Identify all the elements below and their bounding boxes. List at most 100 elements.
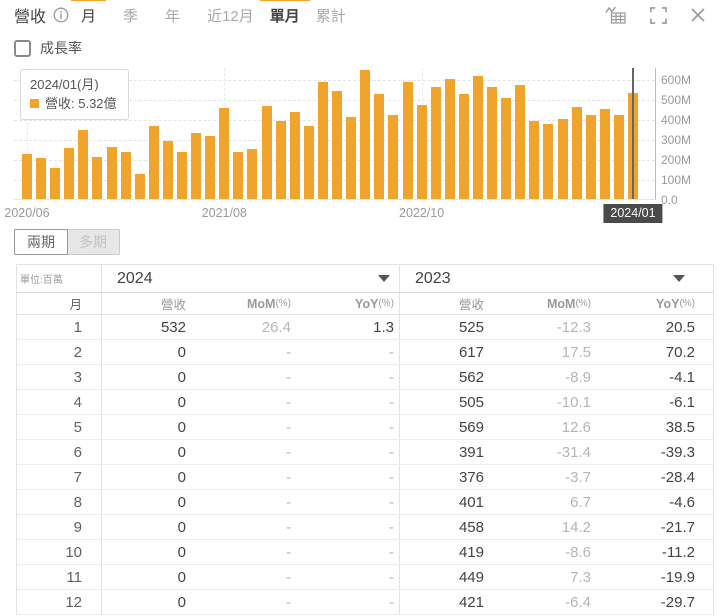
bar-2023/04[interactable] — [501, 98, 512, 199]
tooltip-value: 營收: 5.32億 — [45, 96, 117, 111]
growth-rate-row: 成長率 — [0, 37, 720, 59]
bar-2021/04[interactable] — [162, 140, 173, 199]
period-tabs: 月季 年 近12月 — [71, 0, 254, 26]
growth-rate-checkbox[interactable] — [14, 39, 31, 57]
cell-revenue: 0 — [101, 590, 191, 614]
bar-2023/12[interactable] — [613, 114, 624, 199]
y-tick-500M: 500M — [661, 93, 692, 107]
cell-mom: -31.4 — [556, 443, 591, 461]
bar-2023/05[interactable] — [515, 85, 526, 199]
cell-yoy: 38.5 — [665, 418, 695, 436]
crosshair-line — [631, 68, 634, 199]
bar-2022/09[interactable] — [402, 82, 413, 199]
bar-2020/06[interactable] — [22, 154, 32, 199]
bar-2021/01[interactable] — [120, 152, 131, 199]
tab-單月[interactable]: 單月 — [259, 0, 310, 26]
cell-revenue: 0 — [101, 440, 191, 464]
year-2023-label: 2023 — [415, 269, 451, 287]
bar-2022/05[interactable] — [346, 116, 357, 199]
chart-table-toggle-icon[interactable] — [605, 5, 627, 25]
tab-累計[interactable]: 累計 — [315, 7, 346, 25]
bar-2022/01[interactable] — [289, 111, 300, 199]
bar-2022/08[interactable] — [388, 115, 399, 199]
bar-2022/11[interactable] — [430, 87, 441, 199]
table-column-header: 月 營收 MoM (%) YoY (%) 營收 MoM (%) YoY (%) — [17, 293, 713, 315]
bar-2021/11[interactable] — [261, 105, 272, 199]
cell-month: 7 — [73, 468, 82, 486]
bar-2022/06[interactable] — [360, 70, 371, 199]
tab-季[interactable]: 季 — [123, 7, 139, 25]
cell-revenue: 525 — [399, 315, 487, 339]
bar-2020/07[interactable] — [36, 157, 47, 199]
table-row: 3 0- -562 -8.9 -4.1 — [17, 365, 713, 390]
bar-2021/12[interactable] — [275, 121, 286, 199]
bar-2021/09[interactable] — [233, 151, 244, 199]
tab-近12月[interactable]: 近12月 — [207, 7, 254, 25]
bar-2020/10[interactable] — [78, 130, 89, 199]
bar-2020/11[interactable] — [92, 156, 103, 199]
cell-month: 4 — [73, 393, 82, 411]
year-dropdown-2023[interactable]: 2023 — [399, 265, 715, 292]
cell-yoy: -21.7 — [660, 518, 695, 536]
chart-tooltip: 2024/01(月) 營收: 5.32億 — [20, 69, 129, 120]
revenue-chart: 600M 500M 400M 300M 200M 100M 0.0 2020/06 2021/… — [0, 63, 720, 224]
bar-2021/10[interactable] — [247, 149, 258, 199]
cell-revenue: 391 — [399, 440, 487, 464]
fullscreen-icon[interactable] — [650, 6, 667, 24]
tab-年[interactable]: 年 — [165, 7, 181, 25]
bar-2023/02[interactable] — [472, 75, 483, 199]
col-mom-2024: MoM (%) — [246, 296, 291, 311]
bar-2021/05[interactable] — [177, 151, 188, 199]
bar-2021/08[interactable] — [219, 108, 230, 199]
cell-mom: 17.5 — [561, 343, 591, 361]
period-compare-toggle: 兩期 多期 — [14, 229, 120, 255]
bar-2023/08[interactable] — [557, 118, 568, 199]
bar-2023/11[interactable] — [599, 109, 610, 199]
cell-revenue: 0 — [101, 390, 191, 414]
bar-2021/02[interactable] — [134, 174, 145, 199]
tab-月[interactable]: 月 — [71, 0, 107, 26]
bar-2022/07[interactable] — [374, 94, 385, 199]
bar-2021/03[interactable] — [148, 125, 159, 199]
cell-mom: - — [286, 368, 291, 386]
cell-yoy: -28.4 — [660, 468, 695, 486]
bar-2020/09[interactable] — [64, 148, 75, 199]
bar-2023/09[interactable] — [571, 107, 582, 199]
cell-revenue: 458 — [399, 515, 487, 539]
bar-2022/12[interactable] — [444, 79, 455, 199]
bar-2022/10[interactable] — [416, 104, 427, 199]
cell-revenue: 421 — [399, 590, 487, 614]
cell-revenue: 532 — [101, 315, 191, 339]
table-row: 9 0- -458 14.2 -21.7 — [17, 515, 713, 540]
bar-2023/01[interactable] — [458, 94, 469, 199]
bar-2022/04[interactable] — [332, 91, 343, 199]
toggle-two-period[interactable]: 兩期 — [14, 229, 68, 255]
bar-2020/12[interactable] — [106, 146, 117, 199]
bar-2023/06[interactable] — [529, 120, 540, 199]
tooltip-title: 2024/01(月) — [30, 77, 99, 92]
bar-2022/02[interactable] — [303, 126, 314, 199]
cell-mom: - — [286, 343, 291, 361]
bar-2023/07[interactable] — [543, 123, 554, 199]
cell-month: 3 — [73, 368, 82, 386]
close-icon[interactable] — [690, 7, 706, 23]
col-revenue-2024: 營收 — [101, 293, 191, 314]
mode-tabs: 單月 累計 — [259, 0, 346, 26]
bar-2022/03[interactable] — [317, 81, 328, 199]
cell-mom: 26.4 — [261, 318, 291, 336]
bar-2021/07[interactable] — [205, 135, 216, 199]
year-dropdown-2024[interactable]: 2024 — [101, 265, 399, 292]
cell-yoy: - — [389, 418, 394, 436]
info-icon[interactable] — [53, 7, 69, 23]
toggle-multi-period[interactable]: 多期 — [79, 234, 107, 250]
bar-2020/08[interactable] — [50, 168, 61, 199]
bar-2021/06[interactable] — [191, 133, 202, 199]
cell-yoy: 20.5 — [665, 318, 695, 336]
bar-2023/10[interactable] — [585, 115, 596, 199]
x-axis-labels: 2020/06 2021/08 2022/10 2024/01 — [0, 204, 720, 224]
bar-2023/03[interactable] — [487, 86, 498, 199]
tooltip-series-line: 營收: 5.32億 — [30, 94, 117, 113]
cell-mom: -3.7 — [565, 468, 591, 486]
page-title: 營收 — [14, 9, 47, 26]
cell-mom: 7.3 — [570, 568, 591, 586]
